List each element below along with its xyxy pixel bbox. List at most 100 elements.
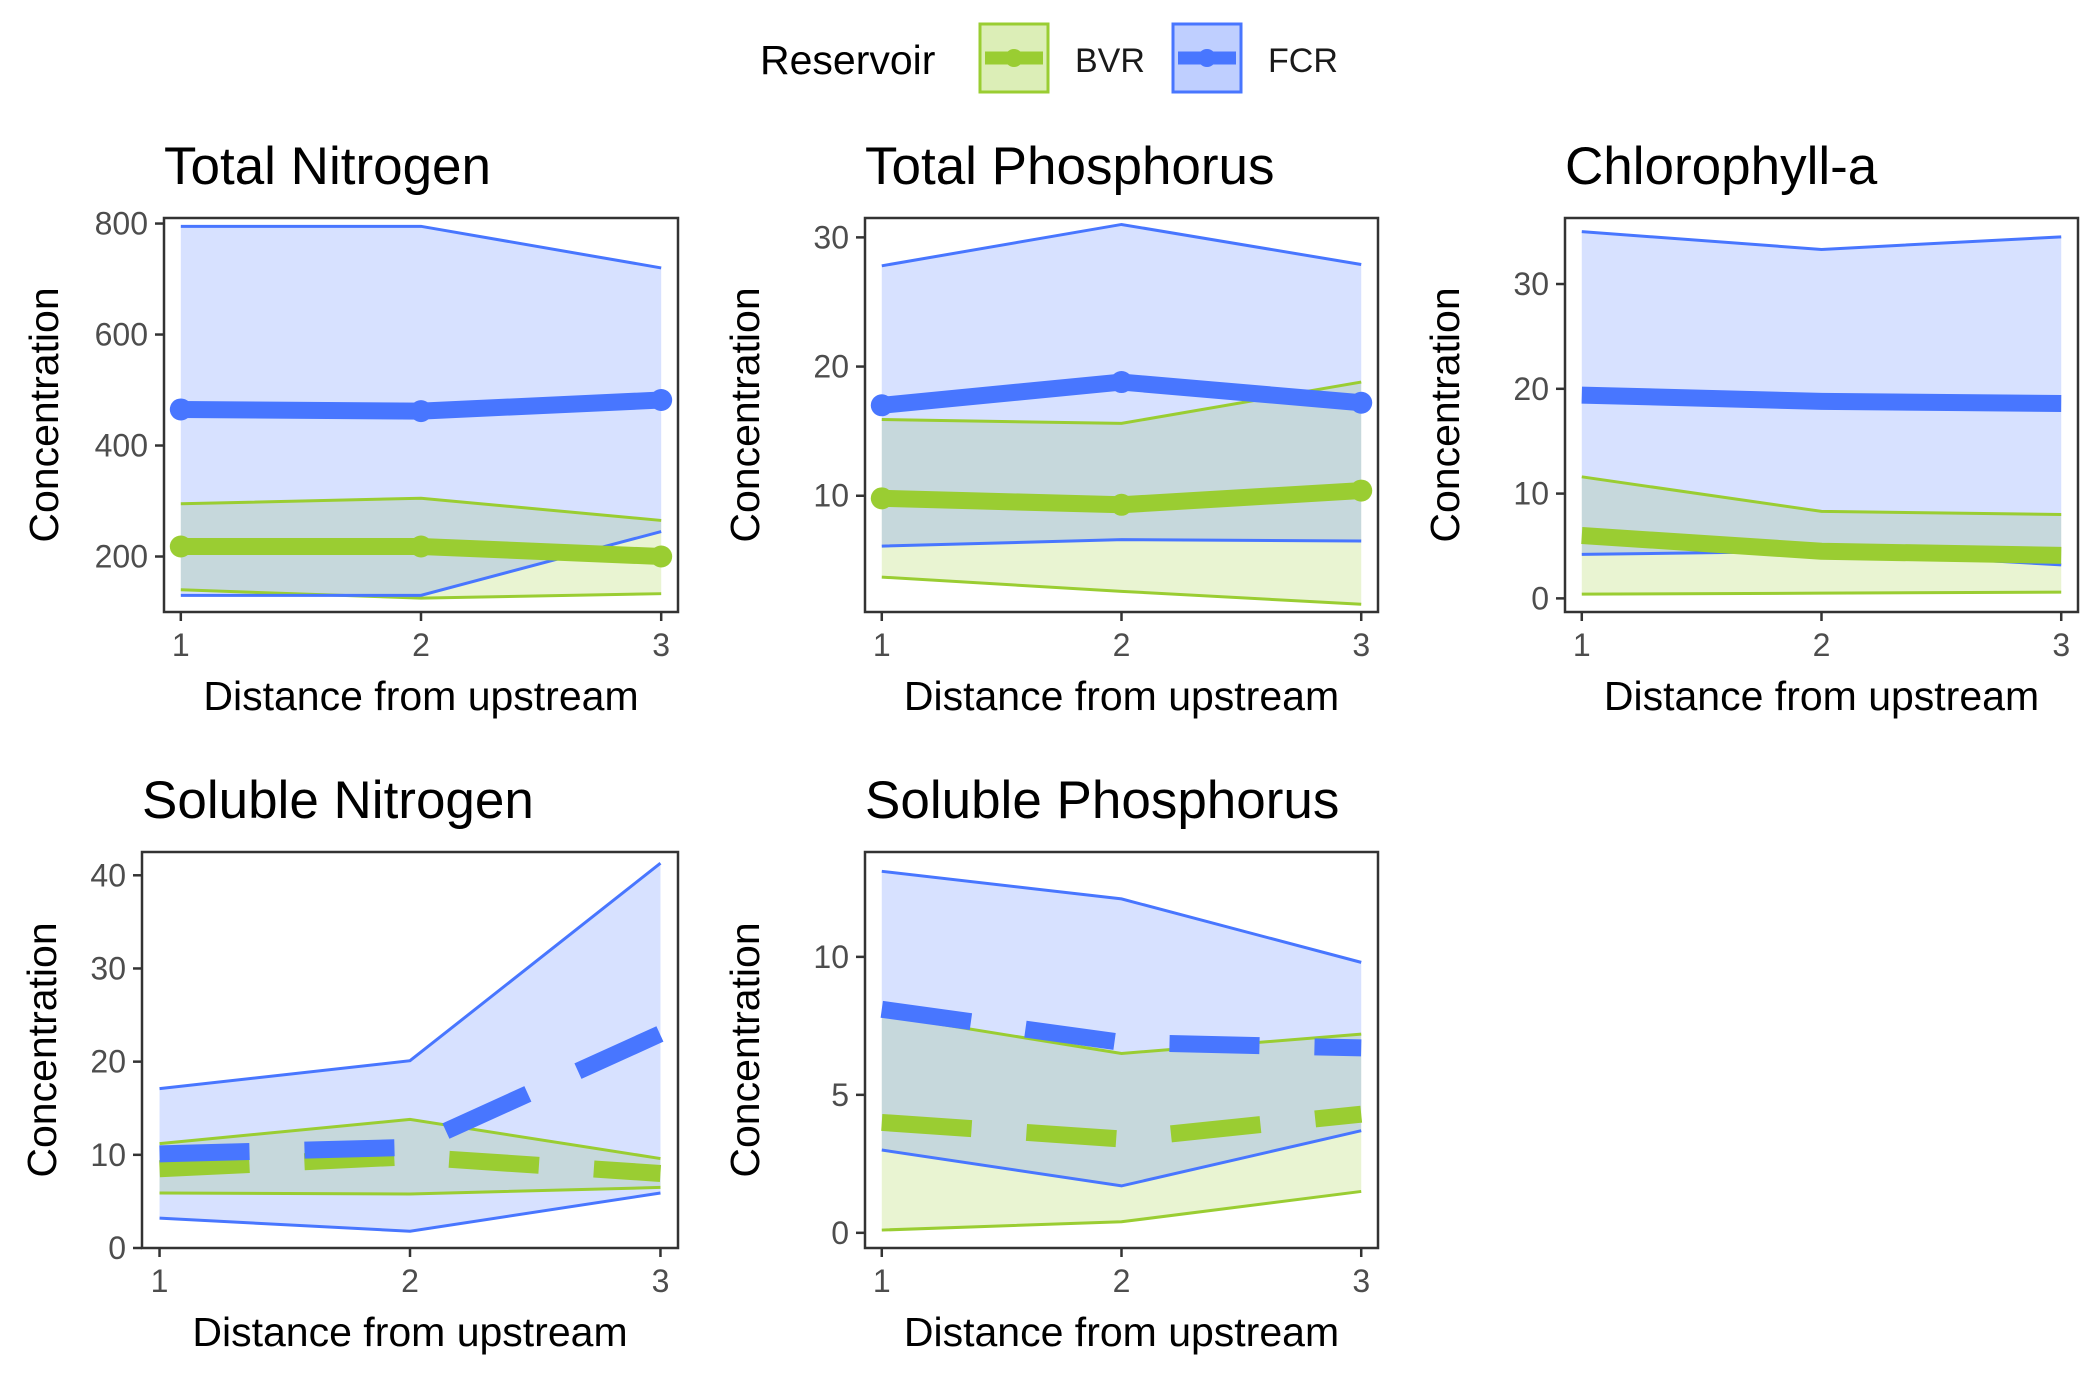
x-tick-label: 3 (652, 1263, 670, 1299)
x-tick-label: 2 (412, 627, 430, 663)
x-tick-label: 2 (1813, 627, 1831, 663)
ribbon-min-edge-bvr (159, 1185, 661, 1196)
panel-soluble-phosphorus: 0 5 10 1 2 3 Soluble Phosphorus Distance from u… (722, 771, 1380, 1355)
x-tick-label: 3 (652, 627, 670, 663)
x-axis-title: Distance from upstream (1604, 673, 2039, 719)
ribbon-min-edge-bvr (1581, 590, 2062, 596)
point-fcr-3 (650, 389, 673, 412)
x-tick-label: 2 (1113, 627, 1131, 663)
y-tick-label: 0 (1531, 580, 1549, 616)
x-axis-title: Distance from upstream (904, 1309, 1339, 1355)
y-tick-label: 40 (90, 857, 126, 893)
y-tick-label: 0 (831, 1215, 849, 1251)
x-tick-label: 1 (873, 627, 891, 663)
point-bvr-2 (410, 535, 432, 558)
y-tick-label: 10 (813, 939, 849, 975)
point-bvr-1 (870, 487, 893, 510)
ribbon-max-edge-fcr (1581, 230, 2062, 251)
ribbon-min-edge-fcr (881, 1129, 1362, 1188)
panel-soluble-nitrogen: 0 10 20 30 40 1 2 3 Soluble Nitrogen Distance fro… (19, 771, 680, 1355)
legend-item-fcr: FCR (1171, 22, 1338, 94)
ribbon-min-edge-bvr (881, 575, 1362, 606)
point-fcr-3 (1350, 391, 1373, 414)
y-tick-label: 20 (90, 1044, 126, 1080)
legend-title: Reservoir (760, 37, 935, 83)
y-tick-label: 20 (1513, 371, 1549, 407)
point-fcr-2 (410, 400, 432, 423)
y-axis-title: Concentration (21, 287, 67, 542)
panel-total-phosphorus: 10 20 30 1 2 3 Total Phosphorus Distance from u… (722, 137, 1380, 719)
point-bvr-1 (169, 535, 192, 558)
y-tick-label: 400 (95, 428, 148, 464)
y-tick-label: 0 (108, 1230, 126, 1266)
x-tick-label: 2 (401, 1263, 419, 1299)
mean-line-bvr (1581, 527, 2062, 564)
point-bvr-2 (1110, 493, 1133, 516)
x-axis-title: Distance from upstream (192, 1309, 627, 1355)
x-tick-label: 2 (1113, 1263, 1131, 1299)
ribbon-max-edge-bvr (1581, 475, 2062, 517)
y-tick-label: 30 (90, 950, 126, 986)
y-axis-title: Concentration (19, 922, 65, 1177)
y-axis-title: Concentration (722, 922, 768, 1177)
legend-label-fcr: FCR (1268, 42, 1338, 80)
mean-line-fcr (880, 1000, 1362, 1057)
y-axis-title: Concentration (1422, 287, 1468, 542)
ribbon-fcr (881, 871, 1362, 1186)
x-tick-label: 1 (1573, 627, 1591, 663)
y-tick-label: 10 (90, 1137, 126, 1173)
point-bvr-3 (1350, 479, 1373, 502)
ribbon-max-edge-bvr (159, 1117, 661, 1161)
x-tick-label: 3 (1352, 627, 1370, 663)
y-tick-label: 800 (95, 206, 148, 242)
x-tick-label: 1 (172, 627, 190, 663)
legend-item-bvr: BVR (978, 22, 1145, 94)
y-tick-label: 30 (1513, 266, 1549, 302)
ribbon-min-edge-bvr (180, 588, 662, 600)
ribbon-min-edge-bvr (881, 1189, 1362, 1232)
x-axis-title: Distance from upstream (203, 673, 638, 719)
ribbon-min-edge-fcr (159, 1191, 661, 1233)
point-fcr-2 (1110, 371, 1133, 394)
y-tick-label: 30 (813, 219, 849, 255)
x-tick-label: 3 (2052, 627, 2070, 663)
y-tick-label: 10 (813, 478, 849, 514)
ribbon-max-edge-fcr (180, 224, 662, 270)
y-tick-label: 10 (1513, 476, 1549, 512)
panel-title: Soluble Phosphorus (865, 771, 1339, 830)
point-fcr-1 (870, 394, 893, 417)
legend: Reservoir BVR FCR (760, 22, 1338, 94)
ribbon-max-edge-fcr (881, 222, 1362, 268)
panel-title: Chlorophyll-a (1565, 137, 1878, 196)
y-tick-label: 600 (95, 317, 148, 353)
legend-key-bvr-point (1005, 49, 1023, 67)
ribbon-fcr (159, 863, 661, 1232)
panel-title: Soluble Nitrogen (142, 771, 534, 830)
x-axis-title: Distance from upstream (904, 673, 1339, 719)
y-tick-label: 20 (813, 349, 849, 385)
ribbon-bvr (881, 1014, 1362, 1231)
mean-line-bvr (159, 1148, 662, 1182)
x-tick-label: 1 (873, 1263, 891, 1299)
mean-line-bvr (881, 1105, 1363, 1148)
ribbon-bvr (881, 382, 1362, 605)
ribbon-max-edge-fcr (881, 869, 1362, 964)
point-bvr-3 (650, 545, 673, 568)
mean-line-fcr (159, 1025, 664, 1163)
point-fcr-1 (169, 398, 192, 421)
panel-title: Total Phosphorus (865, 137, 1275, 196)
ribbon-max-edge-fcr (159, 862, 662, 1091)
ribbon-min-edge-fcr (881, 538, 1362, 548)
x-tick-label: 1 (151, 1263, 169, 1299)
y-tick-label: 5 (831, 1077, 849, 1113)
ribbon-bvr (159, 1119, 661, 1194)
ribbon-max-edge-bvr (180, 496, 662, 522)
mean-line-fcr (1581, 386, 2062, 412)
legend-key-fcr-point (1198, 49, 1216, 67)
ribbon-bvr (1581, 476, 2062, 595)
panel-chlorophyll-a: 0 10 20 30 1 2 3 Chlorophyll-a Distance from ups… (1422, 137, 2080, 719)
panel-title: Total Nitrogen (164, 137, 491, 196)
